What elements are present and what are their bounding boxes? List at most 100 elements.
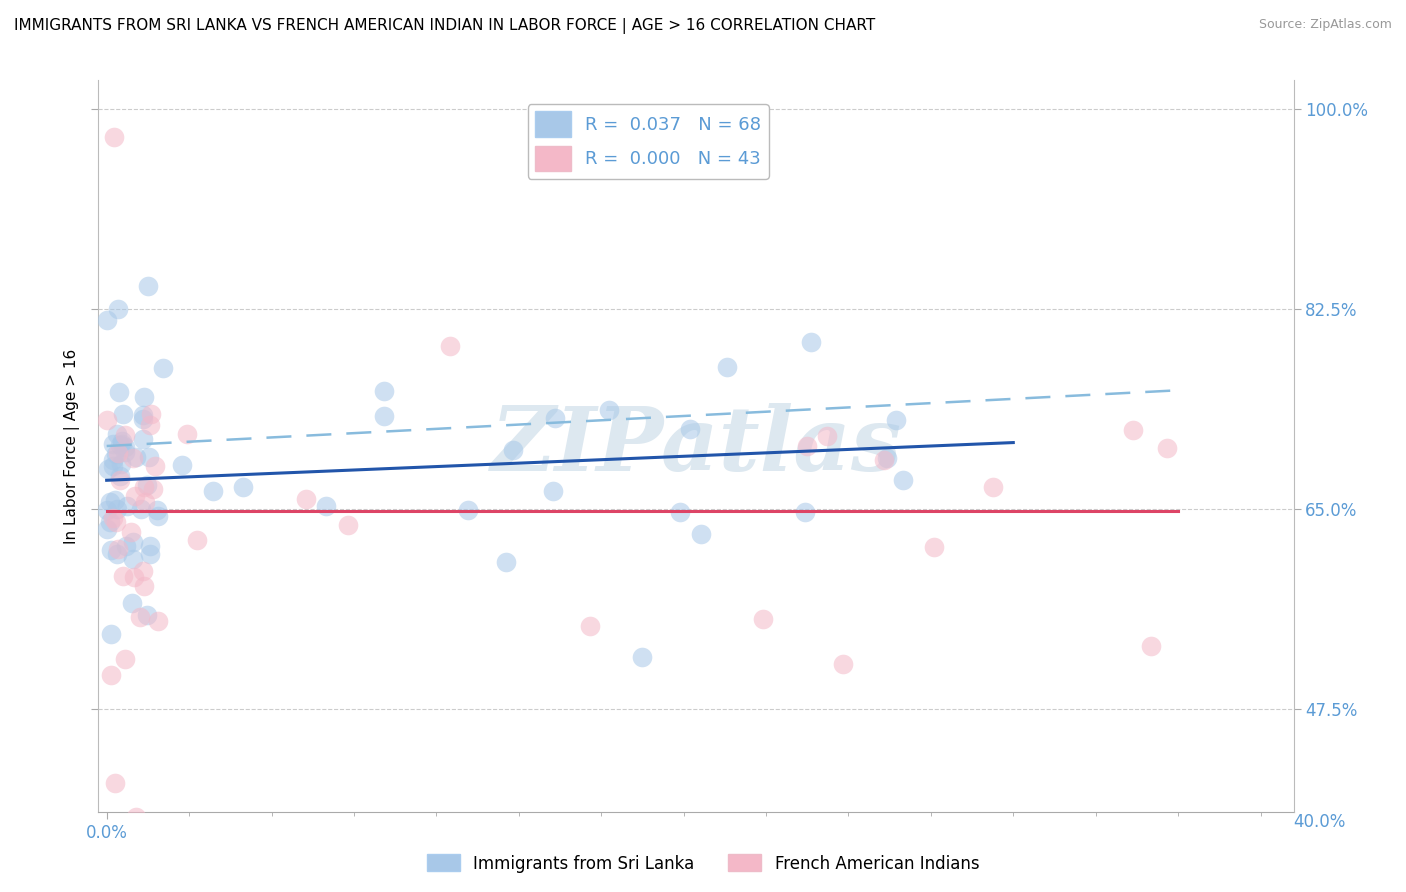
Point: [110, 438, 132, 452]
Point: [139, 539, 162, 553]
Point: [669, 506, 692, 520]
Point: [107, 542, 129, 557]
Point: [794, 505, 817, 519]
Point: [630, 650, 652, 665]
Point: [138, 279, 160, 293]
Text: ZIPatlas: ZIPatlas: [491, 403, 901, 489]
Point: [131, 408, 153, 422]
Point: [679, 421, 702, 435]
Point: [121, 450, 143, 465]
Point: [201, 483, 224, 498]
Point: [716, 359, 738, 374]
Point: [104, 492, 127, 507]
Point: [543, 411, 565, 425]
Point: [752, 612, 775, 626]
Point: [110, 457, 132, 471]
Point: [97, 461, 120, 475]
Point: [815, 429, 838, 443]
Point: [136, 608, 159, 623]
Point: [96, 502, 118, 516]
Point: [132, 579, 155, 593]
Point: [108, 385, 131, 400]
Point: [103, 130, 125, 145]
Point: [457, 502, 479, 516]
Text: IMMIGRANTS FROM SRI LANKA VS FRENCH AMERICAN INDIAN IN LABOR FORCE | AGE > 16 CO: IMMIGRANTS FROM SRI LANKA VS FRENCH AMER…: [14, 18, 876, 34]
Point: [103, 437, 125, 451]
Point: [121, 551, 143, 566]
Point: [138, 450, 160, 464]
Point: [315, 500, 337, 514]
Point: [96, 413, 118, 427]
Point: [373, 384, 395, 399]
Point: [131, 412, 153, 426]
Point: [101, 458, 124, 473]
Point: [139, 547, 162, 561]
Point: [139, 417, 162, 432]
Point: [146, 502, 169, 516]
Point: [124, 489, 146, 503]
Point: [107, 445, 129, 459]
Point: [176, 427, 198, 442]
Point: [832, 657, 855, 671]
Legend: Immigrants from Sri Lanka, French American Indians: Immigrants from Sri Lanka, French Americ…: [420, 847, 986, 880]
Point: [125, 810, 148, 824]
Point: [98, 494, 121, 508]
Point: [884, 412, 907, 426]
Point: [337, 517, 360, 532]
Point: [122, 535, 145, 549]
Point: [152, 361, 174, 376]
Point: [114, 652, 136, 666]
Point: [143, 459, 166, 474]
Point: [105, 515, 128, 529]
Point: [129, 610, 152, 624]
Point: [120, 524, 142, 539]
Point: [114, 427, 136, 442]
Point: [96, 313, 118, 327]
Point: [598, 403, 620, 417]
Text: Source: ZipAtlas.com: Source: ZipAtlas.com: [1258, 18, 1392, 31]
Point: [232, 480, 254, 494]
Point: [132, 432, 155, 446]
Point: [112, 568, 135, 582]
Point: [101, 511, 124, 525]
Point: [134, 495, 156, 509]
Point: [134, 480, 156, 494]
Point: [101, 452, 124, 467]
Point: [142, 483, 165, 497]
Point: [373, 409, 395, 423]
Point: [107, 301, 129, 316]
Point: [136, 478, 159, 492]
Point: [796, 439, 818, 453]
Point: [100, 668, 122, 682]
Point: [124, 569, 146, 583]
Point: [146, 509, 169, 524]
Point: [141, 407, 163, 421]
Point: [876, 451, 898, 466]
Point: [129, 502, 152, 516]
Point: [146, 614, 169, 628]
Point: [96, 522, 118, 536]
Point: [1121, 423, 1143, 437]
Point: [502, 442, 524, 457]
Point: [110, 434, 132, 448]
Point: [170, 458, 193, 472]
Point: [891, 473, 914, 487]
Point: [104, 776, 127, 790]
Point: [105, 502, 128, 516]
Point: [115, 539, 138, 553]
Point: [112, 407, 135, 421]
Point: [100, 516, 122, 530]
Y-axis label: In Labor Force | Age > 16: In Labor Force | Age > 16: [65, 349, 80, 543]
Point: [125, 450, 148, 465]
Point: [1140, 639, 1163, 653]
Point: [579, 619, 602, 633]
Point: [105, 427, 128, 442]
Text: 40.0%: 40.0%: [1294, 813, 1346, 830]
Legend: R =  0.037   N = 68, R =  0.000   N = 43: R = 0.037 N = 68, R = 0.000 N = 43: [527, 104, 769, 178]
Point: [114, 440, 136, 454]
Point: [117, 499, 139, 513]
Point: [981, 480, 1004, 494]
Point: [105, 447, 128, 461]
Point: [495, 556, 517, 570]
Point: [690, 526, 713, 541]
